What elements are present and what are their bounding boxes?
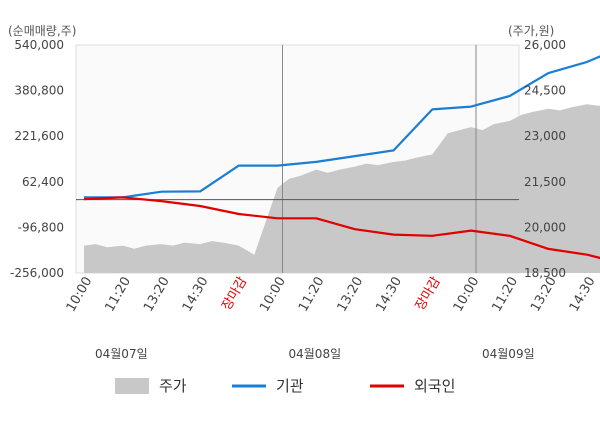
x-axis-ticks: 10:00 11:20 13:20 14:30 장마감 10:00 11:20 13:20 14… xyxy=(64,274,599,315)
x-tick-close-label: 장마감 xyxy=(219,274,250,313)
x-tick-label: 13:20 xyxy=(141,275,173,315)
left-tick-label: 540,000 xyxy=(14,38,64,52)
right-tick-label: 26,000 xyxy=(524,38,566,52)
left-tick-label: -256,000 xyxy=(10,266,64,280)
x-tick-label: 10:00 xyxy=(451,275,483,315)
right-axis-ticks: 26,000 24,500 23,000 21,500 20,000 18,500 xyxy=(524,38,566,280)
x-tick-label: 10:00 xyxy=(257,275,289,315)
legend-label: 주가 xyxy=(159,377,187,395)
x-tick-label: 11:20 xyxy=(102,275,134,315)
x-tick-label: 11:20 xyxy=(489,275,521,315)
right-tick-label: 24,500 xyxy=(524,84,566,98)
x-tick-label: 13:20 xyxy=(335,275,367,315)
x-tick-label: 13:20 xyxy=(528,275,560,315)
right-axis-title: (주가,원) xyxy=(508,24,554,38)
right-tick-label: 23,000 xyxy=(524,129,566,143)
right-tick-label: 18,500 xyxy=(524,266,566,280)
date-labels: 04월07일04월08일04월09일04월10일 xyxy=(95,347,535,361)
x-tick-close-label: 장마감 xyxy=(413,274,444,313)
x-tick-label: 14:30 xyxy=(373,275,405,315)
left-tick-label: 221,600 xyxy=(14,129,64,143)
right-tick-label: 21,500 xyxy=(524,175,566,189)
left-axis-ticks: 540,000 380,800 221,600 62,400 -96,800 -256,0… xyxy=(10,38,64,280)
x-tick-label: 11:20 xyxy=(296,275,328,315)
date-label: 04월09일 xyxy=(482,347,535,361)
x-tick-label: 14:30 xyxy=(180,275,212,315)
left-tick-label: 380,800 xyxy=(14,84,64,98)
legend-label: 기관 xyxy=(276,377,304,395)
left-tick-label: -96,800 xyxy=(18,220,64,234)
legend-label: 외국인 xyxy=(414,377,455,395)
left-tick-label: 62,400 xyxy=(22,175,64,189)
plot-area xyxy=(75,44,600,274)
left-axis-title: (순매매량,주) xyxy=(8,24,76,38)
legend-swatch xyxy=(115,378,149,394)
legend: 주가 기관 외국인 xyxy=(115,377,455,395)
right-tick-label: 20,000 xyxy=(524,220,566,234)
x-tick-label: 10:00 xyxy=(64,275,96,315)
x-tick-label: 14:30 xyxy=(567,275,599,315)
date-label: 04월08일 xyxy=(289,347,342,361)
date-label: 04월07일 xyxy=(95,347,148,361)
